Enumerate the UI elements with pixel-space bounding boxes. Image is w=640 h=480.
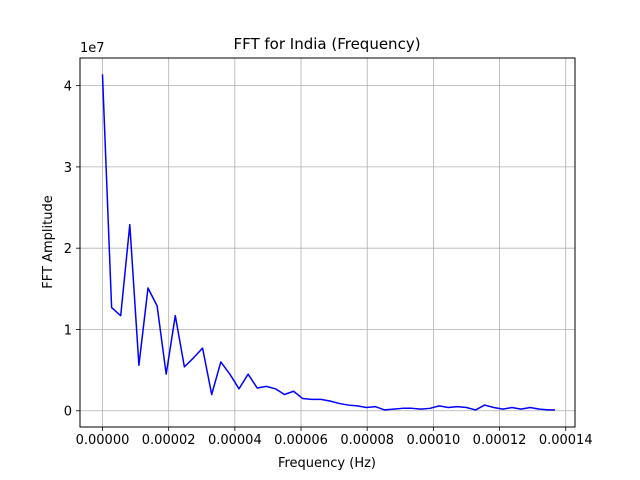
y-axis-offset-label: 1e7 <box>80 41 105 56</box>
x-tick-label: 0.00008 <box>340 433 394 448</box>
y-tick-label: 3 <box>64 161 72 176</box>
y-axis-ticks: 0 1 2 3 4 <box>64 80 80 420</box>
series-group <box>101 74 555 411</box>
y-tick-label: 4 <box>64 80 72 95</box>
chart-title: FFT for India (Frequency) <box>233 35 420 53</box>
x-tick-label: 0.00002 <box>142 433 196 448</box>
x-tick-label: 0.00012 <box>473 433 527 448</box>
series-line-fft <box>101 74 555 411</box>
x-tick-label: 0.00000 <box>76 433 130 448</box>
x-axis-label: Frequency (Hz) <box>278 456 376 471</box>
x-tick-label: 0.00006 <box>274 433 328 448</box>
x-tick-label: 0.00004 <box>208 433 262 448</box>
x-axis-ticks: 0.00000 0.00002 0.00004 0.00006 0.00008 0.000… <box>76 427 593 448</box>
plot-area-frame <box>79 57 576 428</box>
y-axis-label: FFT Amplitude <box>41 195 56 288</box>
x-tick-label: 0.00014 <box>539 433 593 448</box>
y-tick-label: 2 <box>64 242 72 257</box>
y-tick-label: 0 <box>64 405 72 420</box>
y-tick-label: 1 <box>64 323 72 338</box>
grid-lines <box>80 58 575 427</box>
x-tick-label: 0.00010 <box>406 433 460 448</box>
